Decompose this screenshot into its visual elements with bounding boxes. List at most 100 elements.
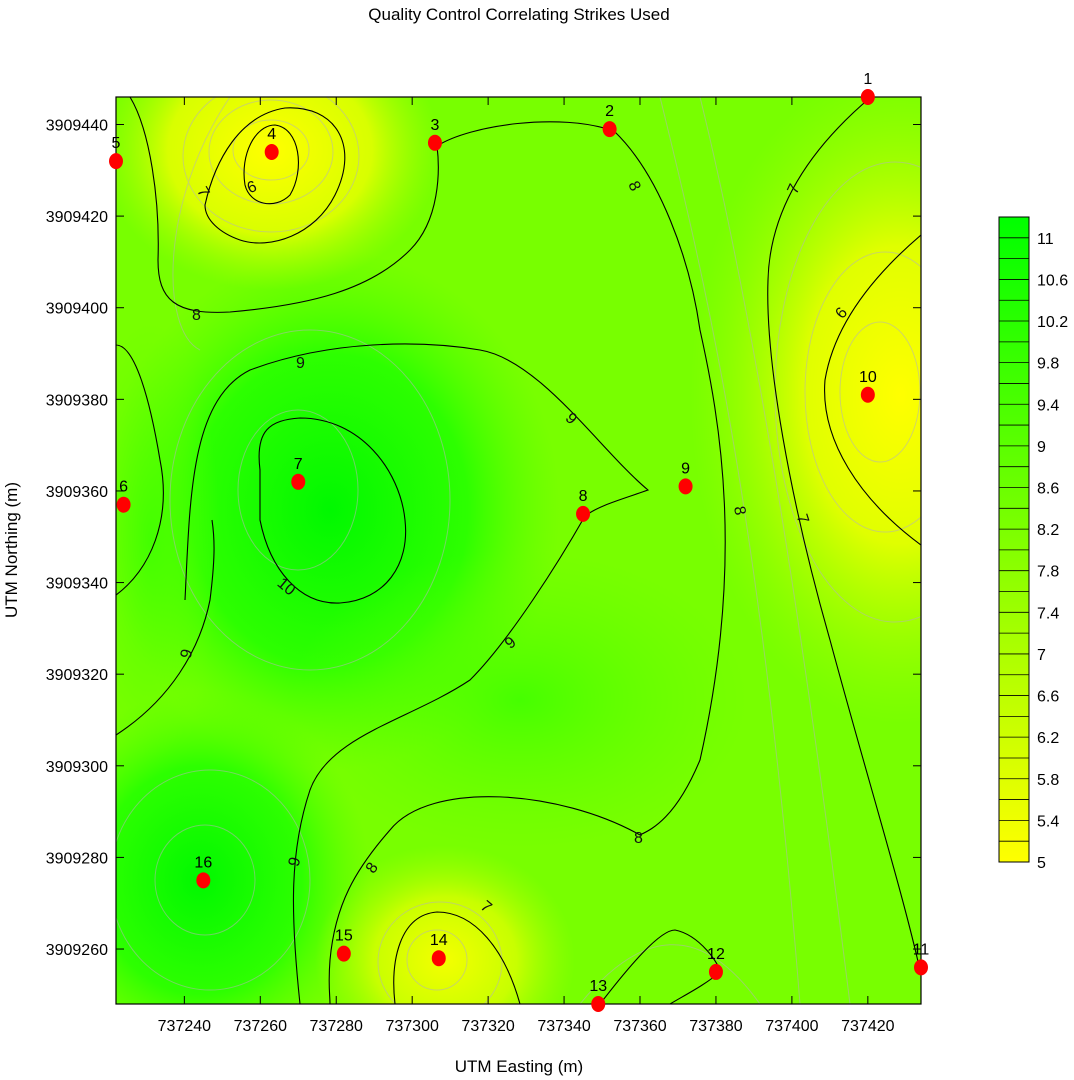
station-point-8 [576,505,591,522]
y-tick-label: 3909300 [46,759,108,776]
colorbar-label: 9 [1037,439,1046,456]
station-point-11 [914,959,928,976]
x-tick-label: 737320 [461,1018,514,1035]
field-mid-west [116,320,220,760]
colorbar-label: 7.8 [1037,564,1059,581]
contour-label: 9 [286,855,305,868]
contour-line-7-south [393,911,521,1004]
station-point-6 [116,496,131,513]
contour-label: 9 [178,647,197,660]
station-point-16 [196,872,211,889]
x-axis-label: UTM Easting (m) [455,1057,583,1076]
contour-label: 8 [634,830,643,847]
station-label-3: 3 [431,117,440,134]
contour-line-9-center [184,343,650,1004]
station-label-2: 2 [605,103,614,120]
colorbar-frame [998,216,1030,863]
colorbar-label: 6.6 [1037,689,1059,706]
station-point-1 [860,89,875,105]
chart-title: Quality Control Correlating Strikes Used [368,5,669,24]
colorbar-label: 6.2 [1037,730,1059,747]
station-point-7 [291,473,306,490]
station-point-4 [264,143,279,160]
contour-line-7-east [767,97,921,976]
plot-frame [115,96,922,1005]
station-point-14 [431,950,446,967]
y-axis-label: UTM Northing (m) [2,482,21,618]
station-point-3 [427,134,442,151]
y-tick-label: 3909440 [46,117,108,134]
colorbar-label: 8.6 [1037,480,1059,497]
field-mid-south [290,550,750,850]
x-tick-label: 737420 [841,1018,894,1035]
colorbar-label: 10.6 [1037,272,1068,289]
station-label-7: 7 [294,456,303,473]
x-axis: 737240 737260 737280 737300 737320 737340 7373… [158,97,895,1035]
colorbar-label: 5.8 [1037,772,1059,789]
station-label-6: 6 [119,479,128,496]
station-label-9: 9 [681,460,690,477]
station-point-9 [678,478,693,495]
station-point-12 [708,963,723,980]
colorbar-label: 9.8 [1037,356,1059,373]
y-tick-label: 3909360 [46,484,108,501]
station-label-8: 8 [579,488,588,505]
y-tick-label: 3909420 [46,209,108,226]
contour-line-8-north [129,97,726,836]
station-point-13 [591,996,606,1012]
station-label-4: 4 [267,126,276,143]
station-label-1: 1 [863,71,872,88]
x-tick-label: 737300 [385,1018,438,1035]
y-axis: 3909260 3909280 3909300 3909320 3909340 39093… [46,117,921,959]
colorbar-label: 8.2 [1037,522,1059,539]
contour-label: 8 [192,307,201,324]
station-point-15 [336,945,351,962]
contour-line-8-south [328,796,641,1004]
contour-line-8-west [116,344,164,596]
station-point-2 [602,121,617,138]
field-low-south [315,845,575,1004]
x-tick-label: 737240 [158,1018,211,1035]
colorbar-labels: 11 10.6 10.2 9.8 9.4 9 8.6 8.2 7.8 7.4 7 6.6 6.2 5.8 5… [1037,231,1068,872]
x-tick-label: 737380 [689,1018,742,1035]
contour-line-9-west [116,519,215,736]
x-tick-label: 737260 [234,1018,287,1035]
colorbar-label: 5.4 [1037,813,1059,830]
x-tick-label: 737400 [765,1018,818,1035]
station-label-5: 5 [112,135,121,152]
contour-line-8-southeast [599,929,721,1004]
x-tick-label: 737360 [613,1018,666,1035]
contour-line-7-north [204,107,346,244]
colorbar-label: 5 [1037,855,1046,872]
y-tick-label: 3909400 [46,301,108,318]
colorbar-label: 10.2 [1037,314,1068,331]
colorbar-gradient [999,217,1029,862]
contour-label: 9 [296,355,305,372]
contour-line-10-center [258,417,407,604]
colorbar-label: 7.4 [1037,605,1059,622]
colorbar-label: 7 [1037,647,1046,664]
y-tick-label: 3909260 [46,942,108,959]
y-tick-label: 3909320 [46,667,108,684]
colorbar-label: 9.4 [1037,397,1059,414]
station-point-5 [109,153,123,170]
y-tick-label: 3909280 [46,850,108,867]
station-point-10 [860,386,875,403]
y-tick-label: 3909340 [46,576,108,593]
major-contours [116,97,921,1004]
field-low-north [116,97,440,290]
contour-line-6-north [243,124,299,205]
field-high-southwest [116,690,370,1004]
contour-label: 8 [730,505,748,517]
plot-area: 7 6 8 8 7 6 9 9 8 7 10 9 9 8 8 9 7 73724… [46,71,930,1035]
station-label-11: 11 [913,941,930,958]
contour-line-6-east [824,234,921,546]
station-label-13: 13 [589,978,607,995]
station-label-12: 12 [707,946,725,963]
colorbar: 11 10.6 10.2 9.8 9.4 9 8.6 8.2 7.8 7.4 7 6.6 6.2 5.8 5… [998,216,1068,872]
colorbar-label: 11 [1037,231,1054,248]
y-tick-label: 3909380 [46,392,108,409]
colorbar-bands [999,237,1029,842]
